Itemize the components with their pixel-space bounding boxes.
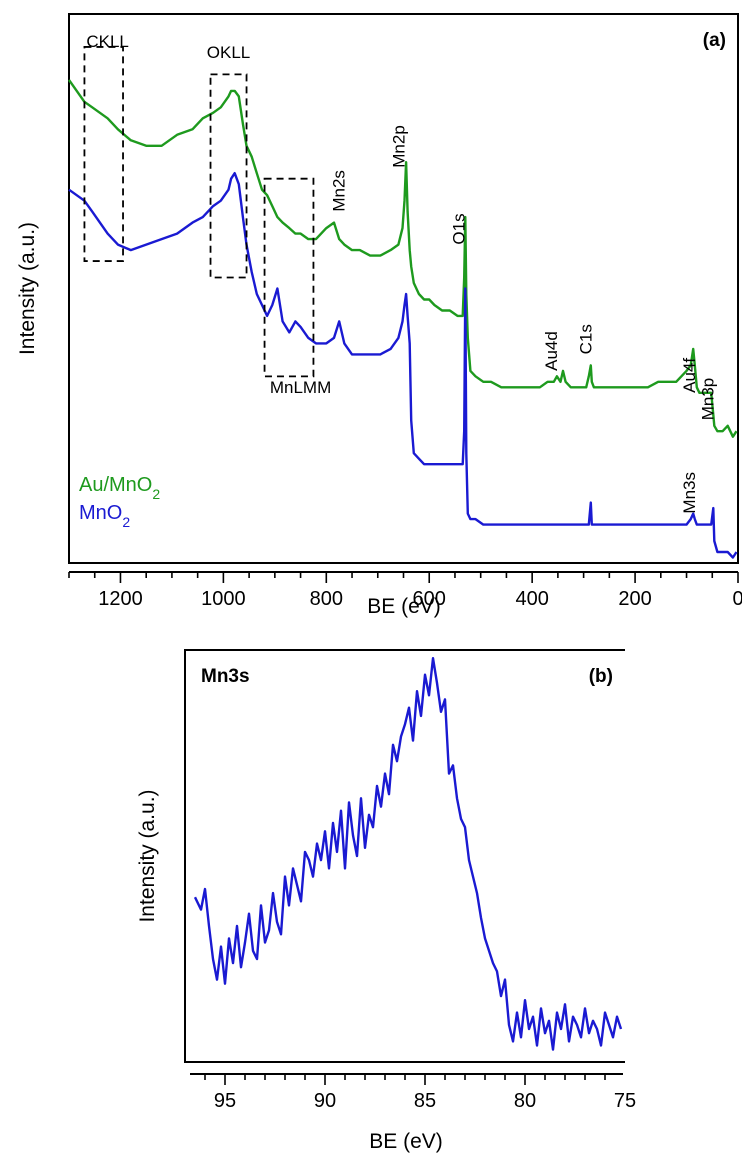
x-tick-label: 1000 [201, 588, 246, 610]
series-line-au-mno2 [68, 79, 738, 438]
legend-entry: MnO2 [79, 502, 130, 530]
x-tick-label: 85 [414, 1090, 436, 1112]
peak-label: Mn2s [329, 170, 348, 212]
y-axis-title: Intensity (a.u.) [136, 789, 159, 922]
peak-label: OKLL [207, 43, 250, 62]
x-tick-label: 0 [732, 588, 742, 610]
x-tick-label: 400 [515, 588, 548, 610]
x-tick-label: 800 [310, 588, 343, 610]
peak-label: Au4d [542, 331, 561, 371]
x-tick-label: 90 [314, 1090, 336, 1112]
x-tick-label: 1200 [98, 588, 143, 610]
panel-title: Mn3s [201, 666, 250, 687]
peak-label: Mn3s [680, 472, 699, 514]
region-box-ckll [83, 46, 124, 262]
panel-label: (a) [703, 30, 726, 51]
peak-label: C1s [576, 324, 595, 354]
peak-label: Au4f [680, 358, 699, 393]
panel-b-mn3s-spectrum: 95 90 85 80 75 BE (eV) Intensity (a.u.) (b) Mn3s [136, 649, 636, 1153]
region-box-okll [209, 73, 248, 279]
x-tick-label: 80 [514, 1090, 536, 1112]
peak-label: MnLMM [270, 378, 331, 397]
peak-label: Mn2p [390, 125, 409, 168]
plot-frame [68, 13, 739, 564]
y-axis-title: Intensity (a.u.) [16, 222, 39, 355]
x-axis-title: BE (eV) [367, 595, 441, 618]
x-tick-label: 600 [413, 588, 446, 610]
panel-a-survey-spectrum: 1200 1000 800 600 400 200 0 BE (eV) Intensity (a… [16, 13, 742, 618]
panel-label: (b) [589, 666, 613, 687]
legend-entry: Au/MnO2 [79, 474, 160, 502]
x-tick-label: 75 [614, 1090, 636, 1112]
x-tick-label: 95 [214, 1090, 236, 1112]
peak-label: O1s [450, 213, 469, 244]
plot-frame [184, 649, 625, 1063]
peak-label: Mn3p [698, 378, 717, 421]
x-axis-title: BE (eV) [369, 1130, 443, 1153]
legend-subscript: 2 [122, 514, 130, 530]
x-tick-label: 200 [618, 588, 651, 610]
peak-label: CKLL [86, 32, 129, 51]
series-line-mno2 [68, 171, 738, 559]
legend-subscript: 2 [152, 486, 160, 502]
series-line-mn3s [193, 657, 623, 1051]
region-box-mnlmm [263, 177, 315, 378]
